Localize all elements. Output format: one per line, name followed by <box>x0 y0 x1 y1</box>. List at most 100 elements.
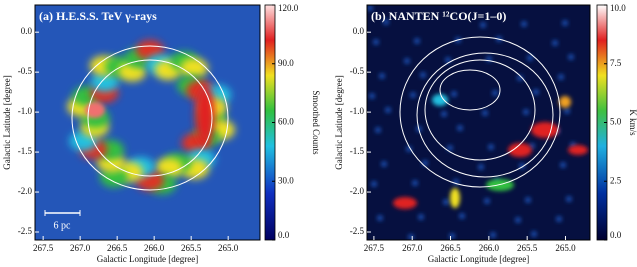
noise <box>377 215 383 221</box>
noise <box>406 146 412 152</box>
noise <box>408 234 414 240</box>
co-cloud <box>450 188 460 208</box>
y-tick-label: -0.5 <box>18 66 33 76</box>
y-tick-label: -1.5 <box>350 146 365 156</box>
co-cloud <box>531 122 559 138</box>
noise <box>556 216 562 222</box>
noise <box>562 20 568 26</box>
contour <box>399 36 561 188</box>
y-tick-label: -1.0 <box>350 106 365 116</box>
noise <box>459 213 465 219</box>
noise <box>490 232 496 238</box>
y-tick-label: 0.0 <box>21 26 33 36</box>
sky-map <box>367 5 590 240</box>
contour <box>71 45 229 191</box>
annotation: 6 pc <box>54 220 72 231</box>
emission <box>155 157 184 178</box>
contour <box>439 69 501 111</box>
colorbar-tick-label: 0.0 <box>610 230 622 240</box>
x-tick-label: 265.0 <box>218 243 239 253</box>
x-tick-label: 265.5 <box>517 243 538 253</box>
noise <box>564 108 570 114</box>
x-tick-label: 266.5 <box>107 243 128 253</box>
noise <box>404 58 410 64</box>
panel-title: (a) H.E.S.S. TeV γ-rays <box>39 9 157 23</box>
x-tick-label: 265.0 <box>555 243 576 253</box>
emission <box>100 167 129 188</box>
noise <box>515 217 521 223</box>
contour <box>424 59 536 161</box>
y-tick-label: 0.0 <box>353 26 365 36</box>
x-tick-label: 266.0 <box>144 243 165 253</box>
noise <box>566 196 572 202</box>
noise <box>478 164 484 170</box>
colorbar-label: K km/s <box>628 109 637 136</box>
noise <box>451 91 457 97</box>
x-tick-label: 267.0 <box>70 243 91 253</box>
noise <box>525 197 531 203</box>
noise <box>523 109 529 115</box>
axes-frame <box>34 4 261 241</box>
noise <box>367 5 373 11</box>
emission <box>180 58 209 79</box>
emission <box>195 85 215 145</box>
noise <box>488 144 494 150</box>
noise <box>449 233 455 239</box>
noise <box>379 73 385 79</box>
co-cloud <box>393 197 417 209</box>
noise <box>558 74 564 80</box>
noise <box>371 181 377 187</box>
noise <box>527 55 533 61</box>
x-tick-label: 267.0 <box>402 243 423 253</box>
colorbar-tick-label: 7.5 <box>610 58 622 68</box>
y-axis-label: Galactic Latitude [degree] <box>2 75 12 169</box>
noise <box>531 231 537 237</box>
co-cloud <box>568 145 588 155</box>
y-tick-label: -1.0 <box>18 106 33 116</box>
colorbar-tick-label: 0.0 <box>278 230 290 240</box>
y-tick-label: -0.5 <box>350 66 365 76</box>
noise <box>484 198 490 204</box>
axes-frame <box>366 4 591 241</box>
noise <box>447 145 453 151</box>
noise <box>412 180 418 186</box>
noise <box>441 111 447 117</box>
noise <box>552 40 558 46</box>
noise <box>521 21 527 27</box>
noise <box>443 199 449 205</box>
noise <box>568 54 574 60</box>
x-axis-label: Galactic Longitude [degree] <box>428 254 529 264</box>
x-tick-label: 266.5 <box>440 243 461 253</box>
contour <box>416 52 554 178</box>
emission <box>85 102 105 118</box>
panel-title: (b) NANTEN ¹²CO(J=1–0) <box>371 9 506 23</box>
noise <box>414 38 420 44</box>
colorbar-tick-label: 120.0 <box>278 3 299 13</box>
noise <box>420 72 426 78</box>
colorbar-tick-label: 60.0 <box>278 117 294 127</box>
noise <box>410 92 416 98</box>
x-tick-label: 266.0 <box>479 243 500 253</box>
noise <box>381 161 387 167</box>
y-tick-label: -1.5 <box>18 146 33 156</box>
colorbar-tick-label: 10.0 <box>610 3 626 13</box>
co-cloud <box>432 94 448 106</box>
x-tick-label: 267.5 <box>364 243 385 253</box>
noise <box>560 162 566 168</box>
x-axis-label: Galactic Longitude [degree] <box>97 254 198 264</box>
noise <box>383 19 389 25</box>
noise <box>375 127 381 133</box>
colorbar-tick-label: 90.0 <box>278 58 294 68</box>
co-cloud <box>559 96 571 108</box>
noise <box>482 110 488 116</box>
x-tick-label: 265.5 <box>181 243 202 253</box>
colorbar-label: Smoothed Counts <box>311 90 321 155</box>
colorbar-tick-label: 5.0 <box>610 117 622 127</box>
sky-map <box>35 5 260 240</box>
colorbar-tick-label: 30.0 <box>278 175 294 185</box>
noise <box>457 125 463 131</box>
noise <box>533 89 539 95</box>
noise <box>369 93 375 99</box>
y-tick-label: -2.5 <box>350 226 365 236</box>
